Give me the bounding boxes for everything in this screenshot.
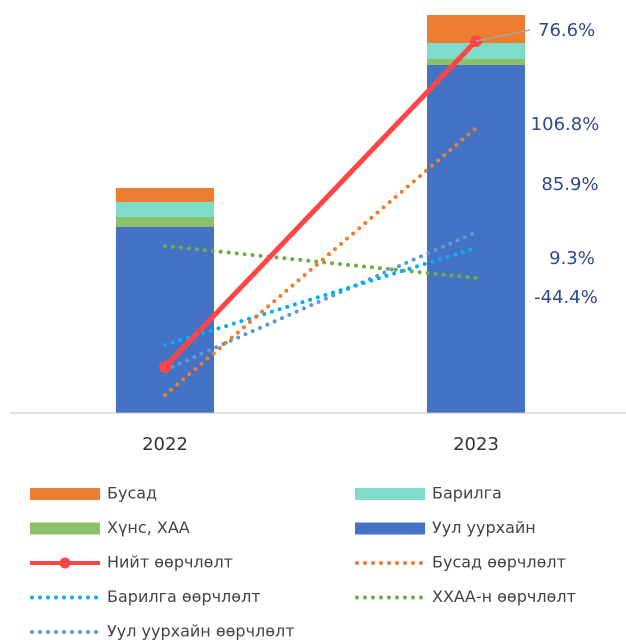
x-tick-label: 2022 xyxy=(142,434,188,455)
data-label: 106.8% xyxy=(531,114,600,135)
data-label: 9.3% xyxy=(549,248,595,269)
line-series xyxy=(163,230,478,372)
data-label: -44.4% xyxy=(534,287,598,308)
legend-swatch xyxy=(355,488,425,500)
line-series xyxy=(163,246,478,347)
line-marker xyxy=(159,361,171,373)
line-series xyxy=(162,38,479,370)
legend-label: Хүнс, ХАА xyxy=(107,518,190,537)
legend-swatch xyxy=(30,488,100,500)
data-label: 85.9% xyxy=(541,174,598,195)
bar-segment xyxy=(116,188,214,202)
bar-segment xyxy=(427,59,525,65)
legend-marker xyxy=(59,557,71,569)
legend-label: Бусад xyxy=(107,484,157,503)
bar-segment xyxy=(116,202,214,217)
legend-label: Уул уурхайн xyxy=(432,518,536,537)
bar-segment xyxy=(427,43,525,59)
data-label: 76.6% xyxy=(538,20,595,41)
legend-label: Уул уурхайн өөрчлөлт xyxy=(107,622,295,641)
leader-line xyxy=(475,29,531,42)
legend-label: Бусад өөрчлөлт xyxy=(432,553,566,572)
legend-swatch xyxy=(355,522,425,535)
x-tick-label: 2023 xyxy=(453,434,499,455)
bar-segment xyxy=(427,65,525,413)
legend-label: Нийт өөрчлөлт xyxy=(107,553,233,572)
legend-label: ХХАА-н өөрчлөлт xyxy=(432,587,576,606)
bar-segment xyxy=(116,217,214,227)
legend-label: Барилга өөрчлөлт xyxy=(107,587,261,606)
bar-segment xyxy=(116,227,214,413)
legend-swatch xyxy=(30,522,100,535)
legend-label: Барилга xyxy=(432,484,502,503)
